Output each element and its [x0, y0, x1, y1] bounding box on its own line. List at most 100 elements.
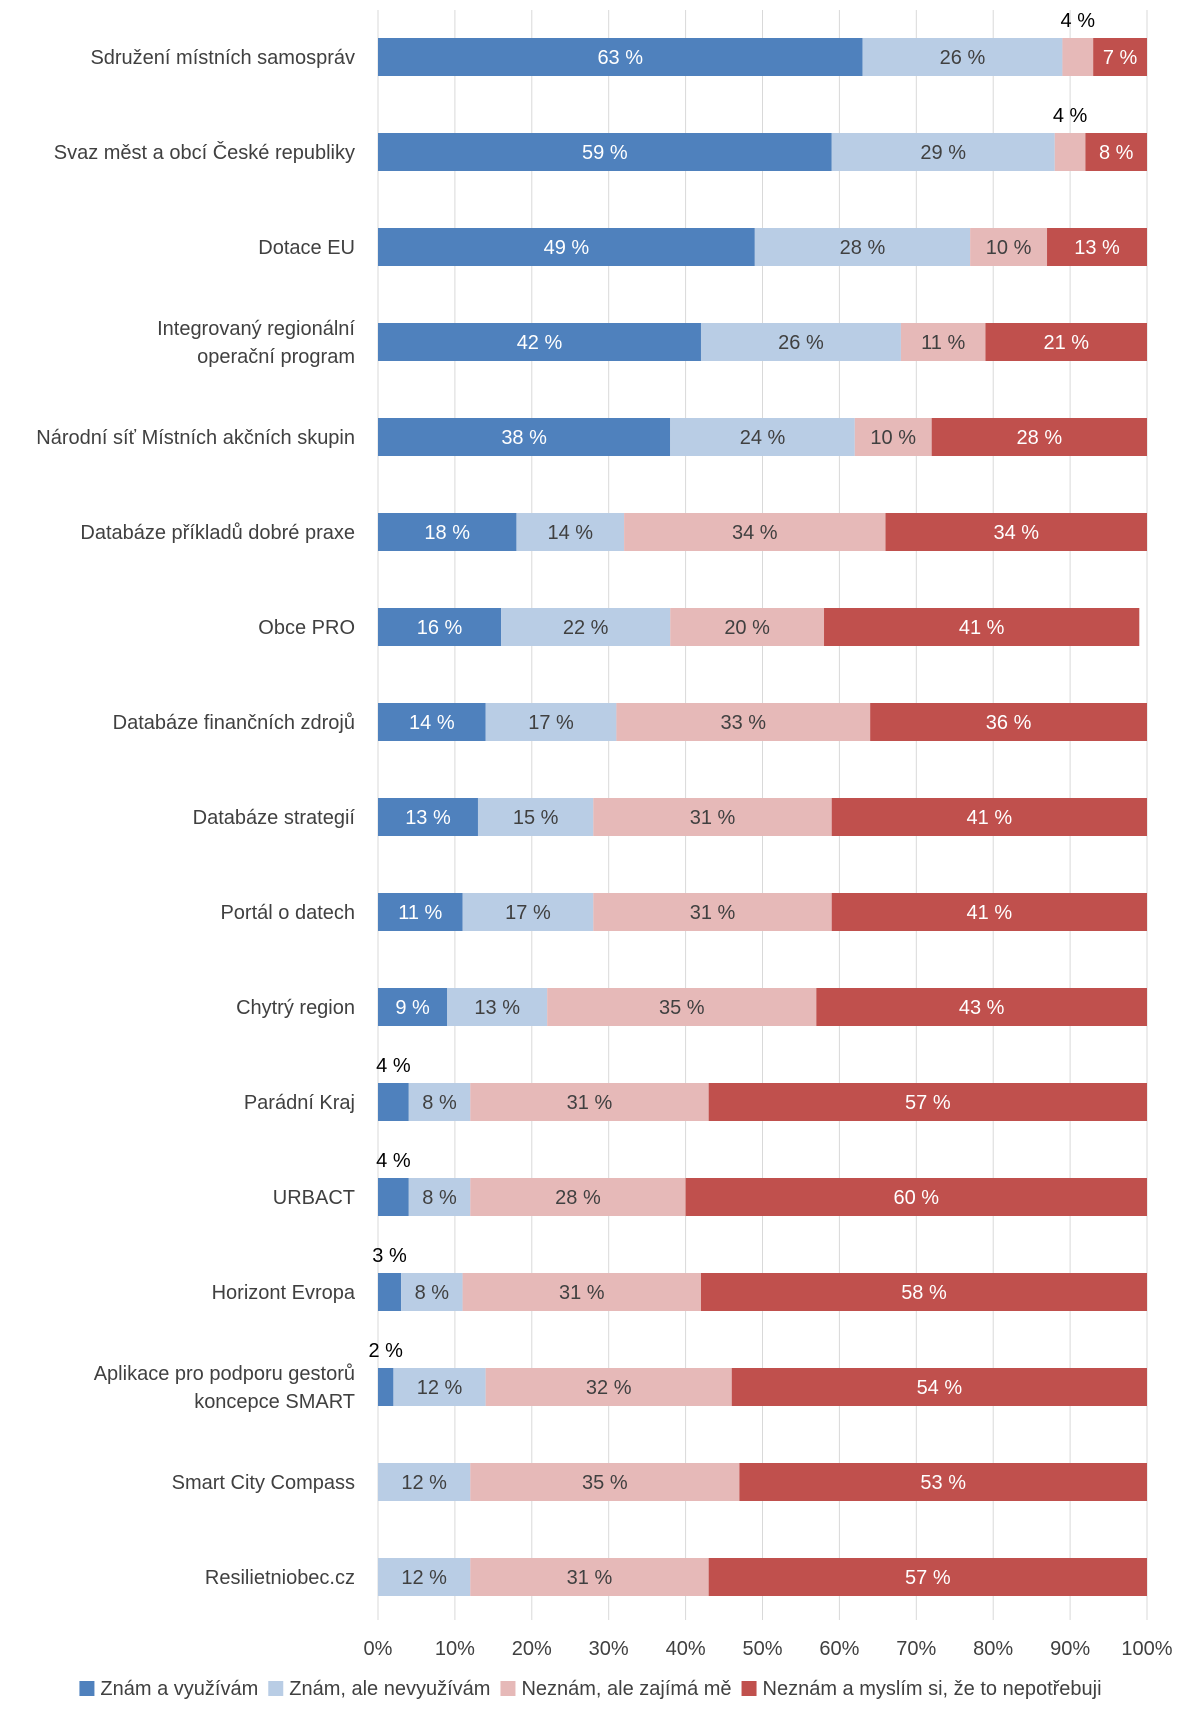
- category-label: Svaz měst a obcí České republiky: [54, 141, 355, 164]
- bar-row: 59 % 29 % 4 % 8 %: [378, 105, 1147, 171]
- category-label: Horizont Evropa: [212, 1282, 356, 1304]
- data-label: 31 %: [690, 902, 736, 924]
- bar-segment-4: [1047, 228, 1147, 266]
- bar-segment-3: [670, 608, 825, 646]
- category-label: Obce PRO: [258, 617, 355, 639]
- data-label: 12 %: [417, 1377, 463, 1399]
- bar-segment-3: [624, 513, 886, 551]
- legend-swatch: [741, 1681, 757, 1696]
- bar-segment-1: [378, 608, 502, 646]
- data-label: 8 %: [422, 1092, 457, 1114]
- legend-label: Neznám, ale zajímá mě: [521, 1678, 731, 1700]
- bar-segment-3: [616, 703, 871, 741]
- data-label: 21 %: [1043, 332, 1089, 354]
- data-label: 63 %: [597, 47, 643, 69]
- bar-row: 18 % 14 % 34 % 34 %: [378, 513, 1147, 551]
- bar-segment-4: [831, 893, 1147, 931]
- bar-segment-3: [970, 228, 1048, 266]
- bar-segment-3: [470, 1463, 740, 1501]
- legend-item: Neznám a myslím si, že to nepotřebuji: [741, 1678, 1102, 1700]
- bar-segment-1: [378, 38, 863, 76]
- bar-segment-2: [754, 228, 971, 266]
- data-label: 41 %: [967, 902, 1013, 924]
- bar-segment-2: [700, 323, 901, 361]
- data-label: 20 %: [724, 617, 770, 639]
- data-label: 17 %: [505, 902, 551, 924]
- legend-item: Neznám, ale zajímá mě: [500, 1678, 732, 1700]
- data-label: 13 %: [474, 997, 520, 1019]
- data-label: 8 %: [422, 1187, 457, 1209]
- data-label: 18 %: [424, 522, 470, 544]
- bar-row: 12 % 31 % 57 %: [378, 1558, 1147, 1596]
- bar-segment-1: [378, 228, 755, 266]
- bar-segment-3: [470, 1178, 686, 1216]
- data-label: 53 %: [920, 1472, 966, 1494]
- data-label: 10 %: [870, 427, 916, 449]
- bar-row: 11 % 17 % 31 % 41 %: [378, 893, 1147, 931]
- category-labels: Sdružení místních samospráv Svaz měst a o…: [36, 47, 356, 1589]
- bar-row: 4 % 8 % 28 % 60 %: [376, 1150, 1147, 1216]
- bar-row: 12 % 35 % 53 %: [378, 1463, 1147, 1501]
- bar-segment-2: [462, 893, 594, 931]
- bar-segment-1: [378, 798, 478, 836]
- data-label: 7 %: [1103, 47, 1138, 69]
- data-label: 14 %: [409, 712, 455, 734]
- bar-segment-2: [401, 1273, 463, 1311]
- data-label: 43 %: [959, 997, 1005, 1019]
- data-label: 41 %: [967, 807, 1013, 829]
- data-label: 3 %: [372, 1245, 407, 1267]
- bar-segment-4: [708, 1558, 1147, 1596]
- category-label: Národní síť Místních akčních skupin: [36, 427, 355, 449]
- bar-segment-3: [470, 1083, 709, 1121]
- data-label: 28 %: [555, 1187, 601, 1209]
- data-label: 13 %: [1074, 237, 1120, 259]
- bar-segment-4: [831, 798, 1147, 836]
- bar-segment-4: [700, 1273, 1147, 1311]
- bar-segment-1: [378, 513, 517, 551]
- x-tick-label-40: 40%: [666, 1638, 706, 1660]
- category-label: Databáze příkladů dobré praxe: [80, 522, 355, 544]
- bar-row: 38 % 24 % 10 % 28 %: [378, 418, 1147, 456]
- bars: 63 % 26 % 4 % 7 % 59 % 29 % 4 % 8 % 49 % 28 % 10 %…: [368, 10, 1147, 1596]
- bar-segment-4: [870, 703, 1147, 741]
- bar-segment-3: [593, 798, 832, 836]
- legend-label: Znám, ale nevyužívám: [289, 1678, 490, 1700]
- bar-segment-4: [824, 608, 1140, 646]
- bar-segment-1: [378, 893, 463, 931]
- data-label: 34 %: [993, 522, 1039, 544]
- data-label: 11 %: [921, 332, 965, 354]
- bar-row: 42 % 26 % 11 % 21 %: [378, 323, 1147, 361]
- data-label: 4 %: [1061, 10, 1096, 32]
- data-label: 57 %: [905, 1092, 951, 1114]
- data-label: 17 %: [528, 712, 574, 734]
- data-label: 4 %: [376, 1150, 411, 1172]
- bar-segment-3: [470, 1558, 709, 1596]
- bar-segment-2: [378, 1558, 471, 1596]
- legend-item: Znám, ale nevyužívám: [268, 1678, 490, 1700]
- bar-row: 49 % 28 % 10 % 13 %: [378, 228, 1147, 266]
- data-label: 49 %: [544, 237, 590, 259]
- data-label: 22 %: [563, 617, 609, 639]
- x-tick-label-80: 80%: [973, 1638, 1013, 1660]
- x-tick-label-70: 70%: [896, 1638, 936, 1660]
- data-label: 34 %: [732, 522, 778, 544]
- data-label: 33 %: [720, 712, 766, 734]
- category-label: Databáze strategií: [193, 807, 356, 829]
- data-label: 31 %: [559, 1282, 605, 1304]
- category-label: Chytrý region: [236, 997, 355, 1019]
- data-label: 35 %: [582, 1472, 628, 1494]
- bar-row: 3 % 8 % 31 % 58 %: [372, 1245, 1147, 1311]
- bar-segment-3: [900, 323, 986, 361]
- x-tick-label-30: 30%: [589, 1638, 629, 1660]
- bar-segment-3: [1062, 38, 1094, 76]
- bar-segment-1: [378, 988, 448, 1026]
- bar-segment-4: [739, 1463, 1147, 1501]
- data-label: 35 %: [659, 997, 705, 1019]
- x-tick-label-50: 50%: [742, 1638, 782, 1660]
- bar-segment-3: [854, 418, 932, 456]
- data-label: 31 %: [567, 1092, 613, 1114]
- x-tick-label-60: 60%: [819, 1638, 859, 1660]
- category-label: Smart City Compass: [172, 1472, 355, 1494]
- x-tick-label-90: 90%: [1050, 1638, 1090, 1660]
